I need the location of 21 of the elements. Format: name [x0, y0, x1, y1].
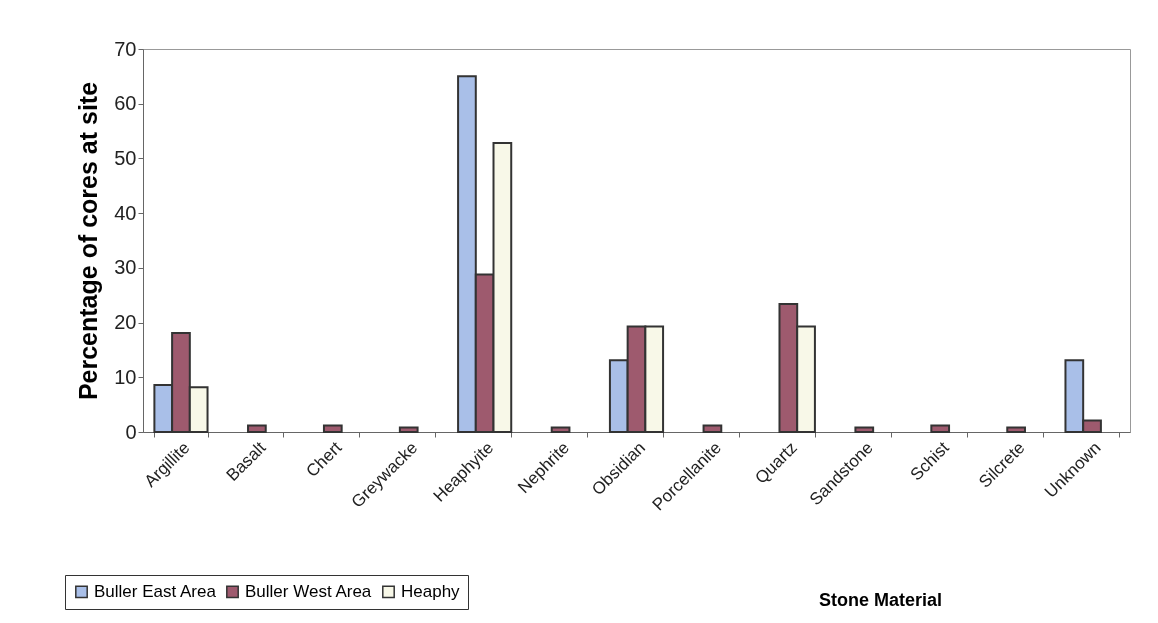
bar [702, 424, 723, 433]
legend-label: Buller West Area [245, 581, 372, 601]
y-tick-label: 70 [114, 37, 137, 60]
y-tick-label: 30 [114, 256, 137, 279]
legend-label: Heaphy [401, 581, 461, 601]
y-tick-label: 40 [114, 201, 137, 224]
legend-label: Buller East Area [94, 581, 217, 601]
y-tick-label: 10 [114, 365, 137, 388]
y-tick-label: 0 [125, 420, 137, 443]
bar [550, 426, 571, 433]
x-axis-title: Stone Material [818, 589, 943, 610]
bar [1006, 426, 1026, 433]
bar [322, 424, 343, 433]
y-tick-label: 60 [114, 92, 137, 115]
y-tick-label: 20 [114, 311, 137, 334]
y-axis-title: Percentage of cores at site [74, 81, 103, 401]
bar [247, 424, 267, 433]
bar [854, 426, 875, 433]
bar [398, 426, 419, 433]
bar [930, 424, 951, 433]
y-tick-label: 50 [114, 146, 137, 169]
